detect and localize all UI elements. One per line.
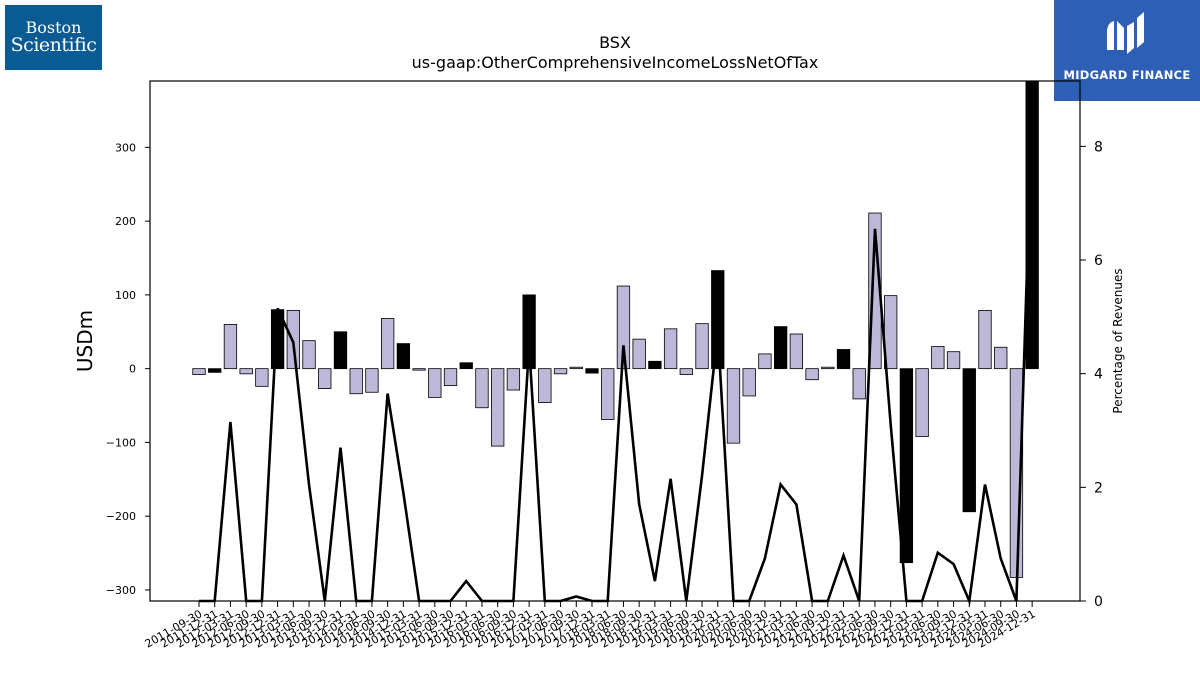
bar-2023-06-30 bbox=[931, 346, 945, 370]
midgard-finance-logo: MIDGARD FINANCE bbox=[1054, 0, 1200, 101]
bar-2021-06-30 bbox=[805, 368, 819, 381]
y-axis-label: USDm bbox=[73, 310, 97, 372]
y2-tick-label: 8 bbox=[1094, 139, 1103, 155]
bar-2015-06-30 bbox=[428, 368, 442, 398]
bar-2021-09-30 bbox=[821, 366, 835, 370]
boston-scientific-logo: Boston Scientific bbox=[5, 5, 102, 70]
y-tick-label: −300 bbox=[106, 584, 136, 597]
bar-2017-03-31 bbox=[538, 368, 552, 403]
y2-tick-label: 0 bbox=[1094, 594, 1103, 610]
bar-2020-12-31 bbox=[773, 326, 788, 370]
y2-tick-label: 2 bbox=[1094, 480, 1103, 496]
bar-2013-06-30 bbox=[302, 340, 316, 370]
bar-2011-12-31 bbox=[208, 368, 222, 373]
bar-2016-12-31 bbox=[522, 294, 536, 370]
bar-2018-12-31 bbox=[648, 360, 662, 370]
bar-2023-09-30 bbox=[946, 351, 961, 370]
chart-title: BSX bbox=[599, 33, 631, 52]
midgard-mark-icon bbox=[1107, 12, 1144, 54]
y-tick-label: 100 bbox=[115, 289, 136, 302]
y2-tick-label: 6 bbox=[1094, 253, 1103, 269]
plot-frame bbox=[149, 80, 1081, 602]
bar-2013-09-30 bbox=[318, 368, 332, 389]
bar-2022-12-31 bbox=[899, 368, 914, 564]
bar-2015-09-30 bbox=[443, 368, 458, 387]
bar-2020-06-30 bbox=[742, 368, 756, 397]
bar-2019-03-31 bbox=[663, 328, 678, 370]
bar-2024-03-31 bbox=[978, 309, 992, 370]
publisher-name: MIDGARD FINANCE bbox=[1063, 68, 1191, 82]
bar-2023-03-31 bbox=[915, 368, 929, 437]
bar-2016-09-30 bbox=[506, 368, 521, 391]
y-tick-label: 0 bbox=[129, 363, 136, 376]
bar-2019-06-30 bbox=[679, 368, 693, 375]
bar-2015-03-31 bbox=[412, 368, 426, 371]
bar-2020-09-30 bbox=[758, 353, 772, 370]
bar-2018-03-31 bbox=[601, 368, 615, 420]
revenue-percentage-line bbox=[199, 106, 1034, 606]
bar-2021-03-31 bbox=[789, 333, 804, 370]
bar-2015-12-31 bbox=[459, 362, 473, 370]
y-tick-label: −100 bbox=[106, 436, 136, 449]
bar-2023-12-31 bbox=[962, 368, 976, 513]
bar-2018-06-30 bbox=[616, 285, 631, 370]
bar-2019-12-31 bbox=[711, 270, 725, 370]
y-tick-label: 300 bbox=[115, 141, 136, 154]
logo-line-2: Scientific bbox=[10, 34, 97, 56]
bar-2022-03-31 bbox=[852, 368, 866, 400]
y-tick-label: 200 bbox=[115, 215, 136, 228]
y2-axis-label: Percentage of Revenues bbox=[1111, 268, 1125, 413]
bar-2014-06-30 bbox=[365, 368, 379, 393]
bar-2018-09-30 bbox=[632, 338, 646, 370]
bar-2016-06-30 bbox=[491, 368, 505, 447]
y-tick-label: −200 bbox=[106, 510, 136, 523]
bar-2012-03-31 bbox=[223, 324, 238, 370]
bar-2017-06-30 bbox=[553, 368, 568, 375]
logo-line-1: Boston bbox=[25, 18, 82, 37]
bar-2011-09-30 bbox=[192, 368, 206, 375]
bar-2017-12-31 bbox=[585, 368, 599, 374]
y2-tick-label: 4 bbox=[1094, 367, 1103, 383]
chart-subtitle: us-gaap:OtherComprehensiveIncomeLossNetO… bbox=[412, 53, 819, 72]
bar-2024-06-30 bbox=[994, 346, 1008, 370]
bar-2014-03-31 bbox=[349, 368, 363, 395]
bar-2017-09-30 bbox=[569, 366, 583, 370]
bar-2012-09-30 bbox=[255, 368, 269, 387]
bar-2019-09-30 bbox=[695, 323, 709, 370]
bar-2016-03-31 bbox=[475, 368, 489, 409]
bar-2014-09-30 bbox=[380, 318, 395, 370]
bar-2020-03-31 bbox=[726, 368, 741, 444]
bar-2021-12-31 bbox=[836, 349, 851, 370]
bar-2014-12-31 bbox=[396, 343, 411, 370]
bar-2013-12-31 bbox=[333, 331, 348, 370]
bar-2012-06-30 bbox=[239, 368, 253, 375]
